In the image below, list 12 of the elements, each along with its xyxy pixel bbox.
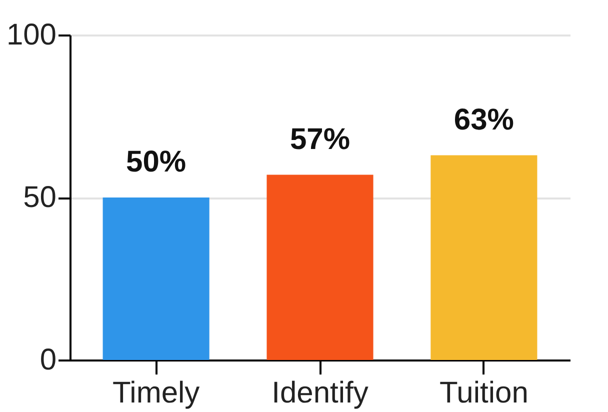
x-tick-label: Timely (112, 376, 200, 410)
y-tick-label: 50 (23, 181, 56, 214)
x-tick-label: Tuition (439, 376, 528, 410)
data-label: 57% (290, 122, 350, 156)
data-label: 63% (454, 103, 514, 136)
bar (430, 155, 538, 360)
y-tick-label: 100 (6, 18, 56, 52)
y-tick-label: 0 (40, 344, 56, 376)
data-label: 50% (126, 146, 186, 178)
x-tick-label: Identify (272, 376, 368, 410)
bar (266, 174, 374, 360)
bar (102, 198, 210, 360)
